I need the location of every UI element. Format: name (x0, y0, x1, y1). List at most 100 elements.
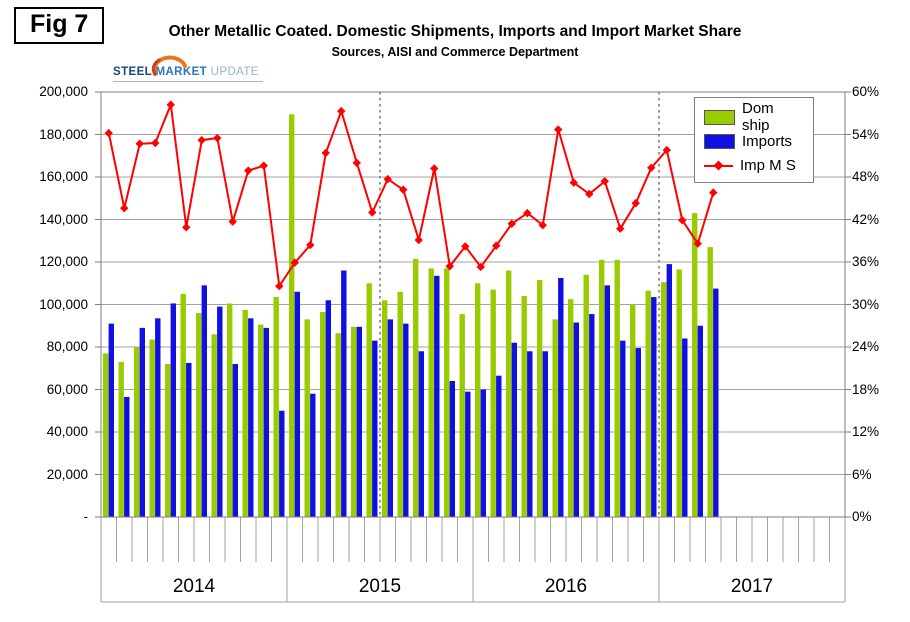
dom-ship-bar-2015-06 (366, 283, 372, 517)
chart-title: Other Metallic Coated. Domestic Shipment… (168, 23, 742, 40)
imports-bar-2015-06 (372, 340, 378, 517)
dom-ship-bar-2016-02 (490, 289, 496, 517)
dom-ship-bar-2015-12 (459, 314, 465, 517)
imports-bar-2016-07 (573, 322, 579, 517)
imports-bar-2015-07 (387, 319, 393, 517)
dom-ship-bar-2014-02 (118, 361, 124, 517)
imp-ms-point-2015-06 (368, 208, 377, 217)
imp-ms-line (107, 100, 715, 289)
dom-ship-bar-2015-04 (335, 333, 341, 517)
imports-bar-2015-01 (294, 291, 300, 517)
imp-ms-point-2014-02 (120, 203, 129, 213)
logo-market: MARKET (155, 66, 208, 78)
dom-ship-bar-2016-12 (645, 290, 651, 517)
chart-legend: Dom ship Imports Imp M S (694, 97, 814, 183)
imp-ms-point-2016-05 (538, 220, 547, 230)
imports-bar-2016-04 (527, 351, 533, 517)
dom-ship-bar-2014-10 (242, 309, 248, 517)
imp-ms-point-2014-10 (244, 166, 253, 175)
imports-bar-2014-07 (201, 285, 207, 517)
imports-bar-2015-09 (418, 351, 424, 517)
dom-ship-bar-2017-04 (707, 247, 713, 517)
year-label-2015: 2015 (358, 576, 402, 597)
dom-ship-bar-2016-05 (537, 280, 543, 517)
imports-bar-2014-03 (139, 327, 145, 517)
dom-ship-bar-2014-04 (149, 339, 155, 517)
imports-bar-2015-12 (465, 391, 471, 517)
legend-label: Imp M S (740, 156, 796, 174)
imports-bar-2016-05 (542, 351, 548, 517)
dom-ship-bar-2014-01 (103, 353, 109, 517)
right-axis-tick-label: 48% (852, 169, 880, 184)
imp-ms-point-2015-01 (290, 258, 299, 267)
dom-ship-bar-2014-08 (211, 334, 217, 517)
right-axis-tick-label: 36% (852, 254, 880, 269)
imports-bar-2016-06 (558, 277, 564, 517)
imports-bar-2015-03 (325, 300, 331, 517)
dom-ship-bar-2016-10 (614, 259, 620, 517)
imports-bar-2014-05 (170, 303, 176, 517)
left-axis-tick-label: 200,000 (39, 84, 88, 99)
imports-swatch-icon (704, 133, 735, 149)
logo-steel: STEEL (113, 66, 152, 78)
left-axis-tick-label: 100,000 (39, 296, 88, 312)
imp-ms-point-2016-12 (647, 163, 656, 172)
imp-ms-point-2016-09 (600, 177, 609, 186)
imp-ms-point-2017-02 (678, 216, 687, 225)
imp-ms-point-2016-10 (616, 224, 625, 233)
dom-ship-bar-2014-05 (165, 364, 171, 517)
imports-bar-2015-04 (341, 270, 347, 517)
imports-bar-2015-10 (434, 275, 440, 517)
left-axis-tick-label: 80,000 (46, 339, 88, 354)
dom-ship-bar-2015-08 (397, 291, 403, 517)
left-axis-tick-label: 140,000 (39, 211, 88, 227)
right-axis-tick-label: 6% (852, 466, 872, 482)
right-axis-tick-label: 30% (852, 296, 880, 312)
imp-ms-point-2016-07 (569, 178, 578, 187)
imports-bar-2017-01 (666, 264, 672, 517)
imp-ms-point-2014-07 (197, 135, 206, 145)
imp-ms-point-2016-11 (631, 199, 640, 208)
imports-bar-2016-03 (511, 342, 517, 517)
imports-bar-2014-02 (124, 396, 130, 517)
imp-ms-point-2017-04 (709, 188, 718, 197)
logo-swoosh-icon (151, 55, 187, 76)
imp-ms-point-2015-07 (383, 174, 392, 184)
imports-bar-2015-11 (449, 381, 455, 517)
year-label-2014: 2014 (172, 576, 216, 597)
imp-ms-point-2014-04 (151, 138, 160, 148)
dom-ship-bar-2017-02 (676, 269, 682, 517)
left-axis-tick-label: 160,000 (39, 169, 88, 184)
dom-ship-bar-2016-08 (583, 274, 589, 517)
dom-ship-bar-2015-02 (304, 319, 310, 517)
year-label-2017: 2017 (730, 576, 774, 597)
dom-ship-bar-2017-01 (661, 282, 667, 517)
dom-ship-bar-2016-06 (552, 319, 558, 517)
dom-ship-bar-2015-03 (320, 311, 326, 517)
imports-bar-2014-10 (248, 318, 254, 517)
dom-ship-bar-2015-07 (382, 300, 388, 517)
imports-bar-2016-02 (496, 375, 502, 517)
imports-bar-2014-11 (263, 327, 269, 517)
imp-ms-point-2014-05 (166, 100, 175, 109)
left-axis-tick-label: 120,000 (39, 254, 88, 269)
dom-ship-bar-2014-12 (273, 297, 279, 517)
imports-bar-2015-05 (356, 326, 362, 517)
imp-ms-point-2014-08 (213, 133, 222, 143)
imp-ms-point-2015-10 (430, 164, 439, 173)
imp-ms-point-2016-06 (554, 125, 563, 134)
imports-bar-2014-06 (186, 362, 192, 517)
logo-update: UPDATE (210, 66, 259, 78)
dom-ship-bar-2016-09 (599, 259, 605, 517)
legend-item-imports: Imports (704, 129, 805, 153)
imports-bar-2014-09 (232, 364, 238, 517)
imp-ms-point-2017-01 (662, 145, 671, 155)
imports-bar-2017-03 (697, 325, 703, 517)
imports-bar-2014-01 (108, 323, 114, 517)
imports-bar-2017-02 (682, 338, 688, 517)
dom-ship-bar-2016-03 (506, 270, 512, 517)
imp-ms-point-2016-08 (585, 189, 594, 199)
imp-ms-point-2014-11 (259, 161, 268, 170)
legend-label: Imports (742, 132, 793, 150)
